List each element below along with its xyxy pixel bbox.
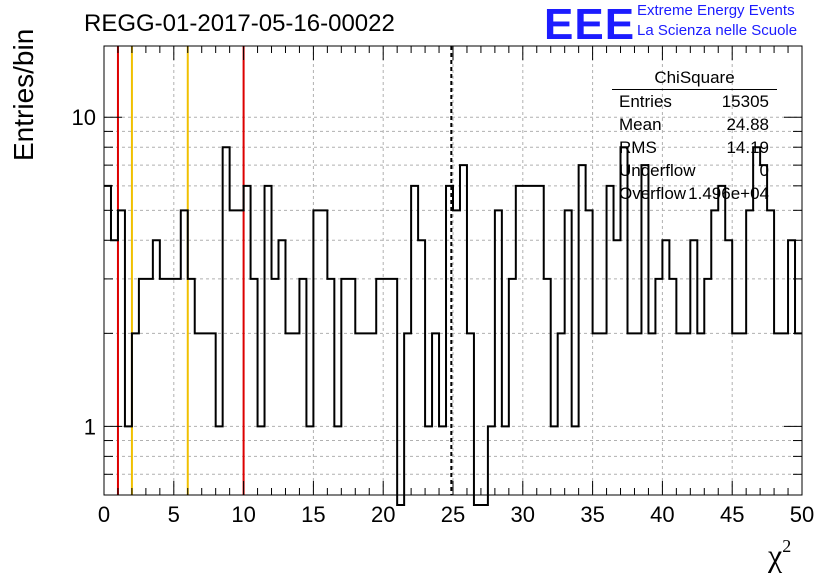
x-tick-label: 35	[580, 502, 604, 527]
x-tick-label: 40	[650, 502, 674, 527]
y-axis-label: Entries/bin	[8, 28, 39, 161]
x-axis-label: χ2	[768, 536, 792, 573]
grid	[104, 46, 802, 496]
stats-row-mean: Mean 24.88	[619, 115, 769, 134]
y-tick-label: 10	[72, 105, 96, 130]
stats-row-entries: Entries 15305	[619, 92, 769, 111]
x-tick-label: 10	[231, 502, 255, 527]
histogram-outline	[104, 146, 802, 506]
x-tick-label: 45	[720, 502, 744, 527]
logo-line-1: Extreme Energy Events	[637, 2, 795, 19]
x-tick-label: 20	[371, 502, 395, 527]
stats-box: ChiSquare Entries 15305 Mean 24.88 RMS 14.1…	[611, 68, 777, 205]
x-tick-label: 0	[98, 502, 110, 527]
x-tick-label: 5	[168, 502, 180, 527]
logo-line-2: La Scienza nelle Scuole	[637, 22, 798, 39]
x-tick-label: 25	[441, 502, 465, 527]
stats-row-overflow: Overflow 1.496e+04	[619, 184, 769, 203]
stats-title: ChiSquare	[612, 68, 777, 90]
histogram-bins	[104, 146, 802, 506]
eee-logo: EEE	[544, 0, 636, 49]
x-tick-label: 15	[301, 502, 325, 527]
chart-title: REGG-01-2017-05-16-00022	[84, 10, 395, 37]
stats-row-underflow: Underflow 0	[619, 161, 769, 180]
x-tick-label: 50	[790, 502, 814, 527]
y-tick-label: 1	[84, 414, 96, 439]
axis-ticks: 0 5 10 15 20 25 30 35 40 45 50 1 10	[72, 46, 814, 527]
stats-row-rms: RMS 14.19	[619, 138, 769, 157]
x-tick-label: 30	[511, 502, 535, 527]
